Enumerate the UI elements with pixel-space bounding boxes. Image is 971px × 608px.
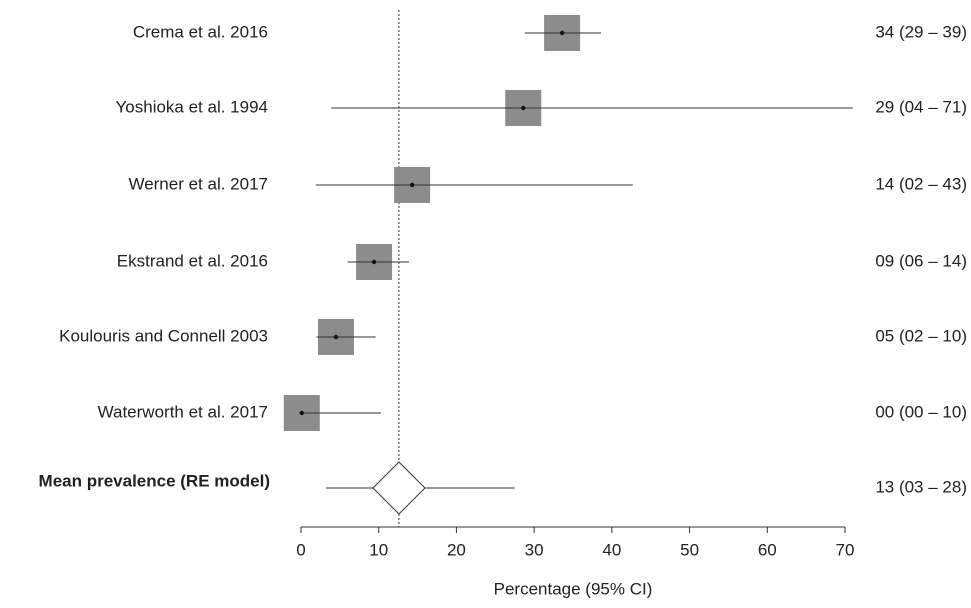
value-label: 05 (02 – 10) [875,326,967,345]
study-label: Koulouris and Connell 2003 [59,326,268,345]
point-estimate [333,334,339,340]
study-label: Crema et al. 2016 [133,22,268,41]
value-label: 34 (29 – 39) [875,22,967,41]
x-tick-label: 20 [447,540,466,559]
x-tick-label: 10 [369,540,388,559]
x-axis-label: Percentage (95% CI) [494,579,653,598]
value-label: 14 (02 – 43) [875,174,967,193]
summary-diamond [372,461,426,515]
study-label: Ekstrand et al. 2016 [117,251,268,270]
study-label: Waterworth et al. 2017 [98,402,268,421]
x-tick-label: 70 [836,540,855,559]
point-estimate [299,410,304,416]
value-label: 00 (00 – 10) [875,402,967,421]
x-tick-label: 40 [602,540,621,559]
point-estimate [409,182,415,188]
study-label: Werner et al. 2017 [128,174,268,193]
value-label: 29 (04 – 71) [875,97,967,116]
x-tick-label: 60 [758,540,777,559]
point-estimate [521,105,526,111]
study-label: Yoshioka et al. 1994 [116,97,269,116]
summary-value-label: 13 (03 – 28) [875,477,967,496]
x-tick-label: 50 [680,540,699,559]
value-label: 09 (06 – 14) [875,251,967,270]
x-tick-label: 30 [525,540,544,559]
summary-label: Mean prevalence (RE model) [39,471,270,490]
point-estimate [559,30,565,36]
point-estimate [371,259,377,265]
x-tick-label: 0 [296,540,305,559]
